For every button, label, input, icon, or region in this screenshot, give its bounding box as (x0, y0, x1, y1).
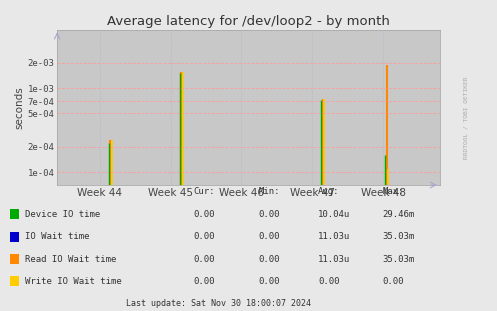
Text: Write IO Wait time: Write IO Wait time (25, 277, 122, 286)
Text: 0.00: 0.00 (258, 232, 280, 241)
Text: 11.03u: 11.03u (318, 232, 350, 241)
Text: 0.00: 0.00 (194, 254, 215, 263)
Text: Last update: Sat Nov 30 18:00:07 2024: Last update: Sat Nov 30 18:00:07 2024 (126, 299, 311, 308)
Text: 0.00: 0.00 (194, 277, 215, 286)
Text: 11.03u: 11.03u (318, 254, 350, 263)
Text: 0.00: 0.00 (318, 277, 339, 286)
Text: RRDTOOL / TOBI OETIKER: RRDTOOL / TOBI OETIKER (464, 77, 469, 160)
Text: 35.03m: 35.03m (383, 232, 415, 241)
Text: 0.00: 0.00 (194, 232, 215, 241)
Text: Device IO time: Device IO time (25, 210, 100, 219)
Title: Average latency for /dev/loop2 - by month: Average latency for /dev/loop2 - by mont… (107, 15, 390, 28)
Text: 29.46m: 29.46m (383, 210, 415, 219)
Text: Read IO Wait time: Read IO Wait time (25, 254, 116, 263)
Text: 35.03m: 35.03m (383, 254, 415, 263)
Y-axis label: seconds: seconds (15, 86, 25, 129)
Text: 0.00: 0.00 (258, 277, 280, 286)
Text: Min:: Min: (258, 187, 280, 196)
Text: Max:: Max: (383, 187, 404, 196)
Text: IO Wait time: IO Wait time (25, 232, 89, 241)
Text: 0.00: 0.00 (194, 210, 215, 219)
Text: Avg:: Avg: (318, 187, 339, 196)
Text: 0.00: 0.00 (383, 277, 404, 286)
Text: Cur:: Cur: (194, 187, 215, 196)
Text: 10.04u: 10.04u (318, 210, 350, 219)
Text: 0.00: 0.00 (258, 254, 280, 263)
Text: 0.00: 0.00 (258, 210, 280, 219)
